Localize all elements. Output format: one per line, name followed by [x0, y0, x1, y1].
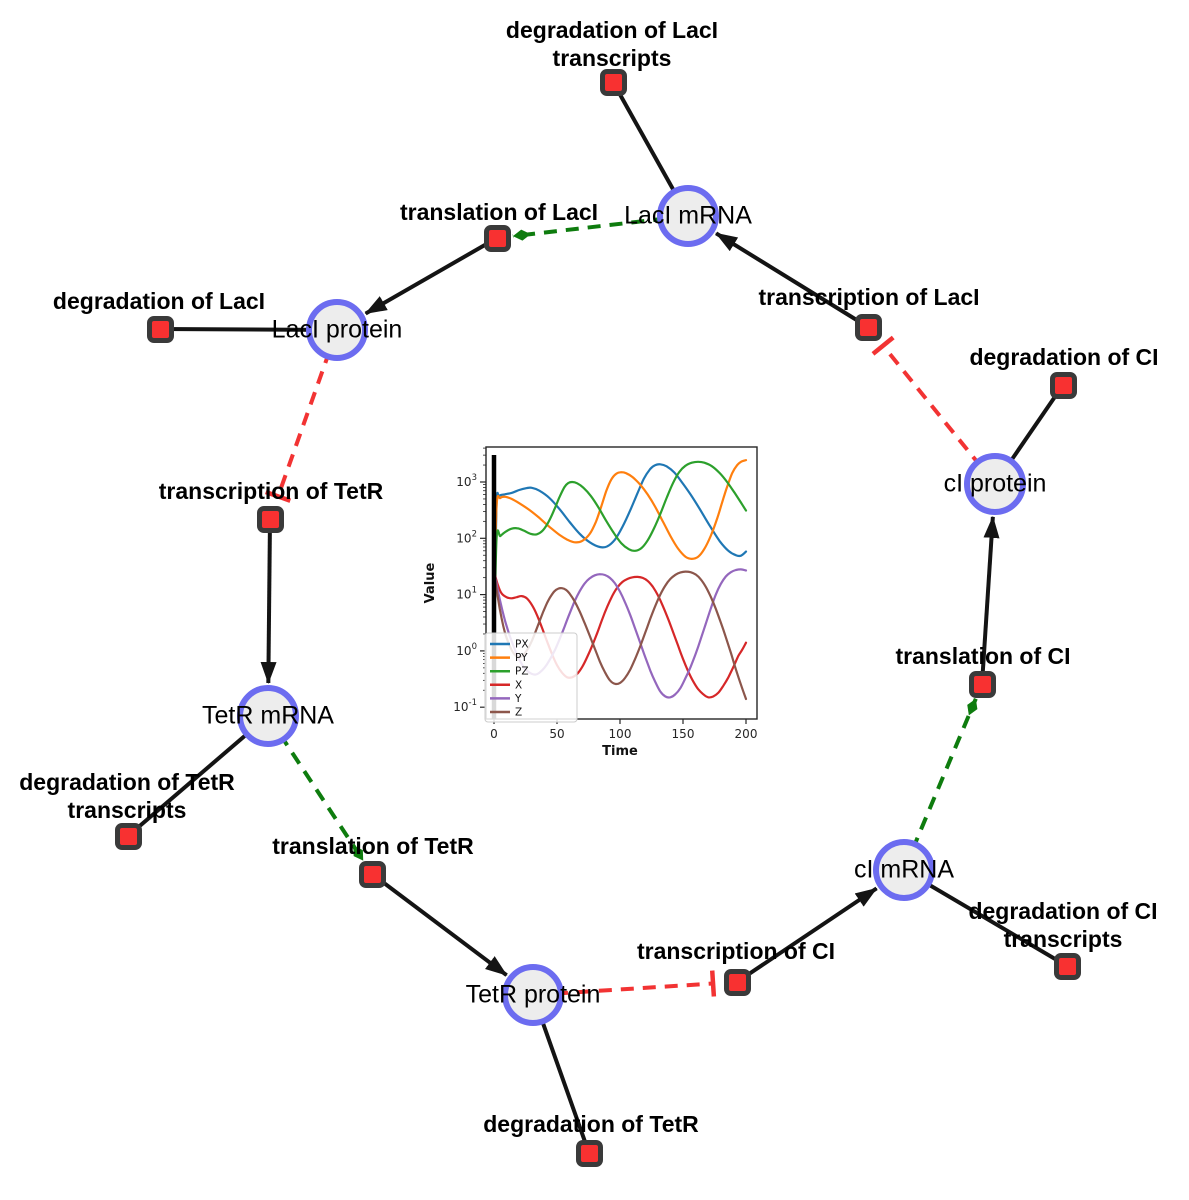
reaction-node-deg-lacI[interactable]: [146, 315, 174, 343]
legend-label-PZ: PZ: [515, 666, 529, 678]
reaction-node-deg-tetR-transcripts[interactable]: [114, 822, 142, 850]
series-X: [492, 570, 748, 699]
reaction-label-deg-cI-transcripts: degradation of CI transcripts: [968, 897, 1157, 953]
x-tick-label: 100: [609, 727, 632, 741]
reaction-label-deg-cI: degradation of CI: [969, 343, 1158, 371]
reaction-label-deg-tetR: degradation of TetR: [483, 1110, 699, 1138]
edge-transl-cI-to-cI-protein: [980, 515, 1000, 685]
reaction-label-line: degradation of LacI: [52, 288, 266, 314]
reaction-node-transl-lacI[interactable]: [483, 224, 511, 252]
species-node-cI-protein[interactable]: [964, 453, 1026, 515]
x-tick-label: 0: [490, 727, 498, 741]
x-axis-label: Time: [602, 744, 638, 759]
x-tick-label: 200: [735, 727, 758, 741]
legend-box: [484, 632, 578, 723]
reaction-label-deg-lacI-transcripts: degradation of LacI transcripts: [506, 16, 718, 72]
reaction-label-deg-lacI: degradation of LacI: [53, 287, 265, 315]
reaction-label-line: transcription of TetR: [158, 478, 384, 504]
series-PZ: [492, 460, 748, 652]
legend-label-Z: Z: [515, 707, 522, 719]
series-PY: [492, 459, 748, 613]
reaction-label-transl-cI: translation of CI: [895, 642, 1070, 670]
legend-label-PY: PY: [515, 652, 528, 664]
reaction-label-transl-tetR: translation of TetR: [272, 832, 473, 860]
reaction-label-line: degradation of CI: [969, 344, 1159, 370]
reaction-label-line: transcripts: [1003, 926, 1123, 952]
reaction-label-transl-lacI: translation of LacI: [400, 198, 598, 226]
reaction-label-line: degradation of CI: [968, 898, 1158, 924]
reaction-node-deg-cI-transcripts[interactable]: [1053, 952, 1081, 980]
reaction-node-transcr-cI[interactable]: [723, 968, 751, 996]
edge-transcr-cI-to-cI-mRNA: [735, 886, 878, 984]
reaction-label-transcr-cI: transcription of CI: [637, 937, 835, 965]
reaction-node-deg-lacI-transcripts[interactable]: [599, 68, 627, 96]
legend-label-Y: Y: [514, 693, 522, 705]
species-node-tetR-mRNA[interactable]: [237, 685, 299, 747]
reaction-node-transcr-lacI[interactable]: [854, 313, 882, 341]
x-tick-label: 50: [549, 727, 564, 741]
reaction-label-deg-tetR-transcripts: degradation of TetR transcripts: [19, 768, 235, 824]
edge-transcr-tetR-to-tetR-mRNA: [260, 518, 277, 685]
reaction-node-deg-tetR[interactable]: [575, 1139, 603, 1167]
species-node-cI-mRNA[interactable]: [873, 839, 935, 901]
reaction-label-line: transcripts: [552, 45, 672, 71]
species-node-tetR-protein[interactable]: [502, 964, 564, 1026]
edge-transcr-lacI-to-lacI-mRNA: [715, 231, 870, 329]
y-axis-label: Value: [423, 562, 438, 603]
reaction-label-transcr-lacI: transcription of LacI: [758, 283, 979, 311]
reaction-label-line: translation of CI: [895, 643, 1071, 669]
species-label-tetR-mRNA: TetR mRNA: [202, 701, 334, 730]
inhibition-tbar-transcr-tetR: [265, 489, 292, 503]
reaction-node-transl-cI[interactable]: [968, 670, 996, 698]
species-label-lacI-mRNA: LacI mRNA: [624, 201, 752, 230]
edge-deg-cI-transcripts-to-cI-mRNA: [902, 868, 1069, 968]
reaction-label-line: degradation of LacI: [505, 17, 719, 43]
species-label-cI-mRNA: cI mRNA: [854, 855, 954, 884]
inhibition-tbar-transcr-cI: [709, 970, 717, 997]
species-label-cI-protein: cI protein: [943, 469, 1047, 498]
series-PX: [492, 463, 748, 636]
reaction-node-deg-cI[interactable]: [1049, 371, 1077, 399]
reaction-node-transl-tetR[interactable]: [358, 860, 386, 888]
edge-transl-tetR-to-tetR-protein: [370, 872, 508, 977]
reaction-label-line: degradation of TetR: [19, 769, 235, 795]
reaction-label-line: transcription of LacI: [758, 284, 980, 310]
x-tick-label: 150: [672, 727, 695, 741]
species-label-lacI-protein: LacI protein: [271, 315, 403, 344]
reaction-label-line: degradation of TetR: [483, 1111, 699, 1137]
reaction-node-transcr-tetR[interactable]: [256, 505, 284, 533]
species-label-tetR-protein: TetR protein: [465, 980, 601, 1009]
species-node-lacI-mRNA[interactable]: [657, 185, 719, 247]
edge-transl-lacI-to-lacI-protein: [364, 236, 498, 316]
legend-label-X: X: [515, 679, 522, 691]
reaction-label-line: transcription of CI: [636, 938, 836, 964]
inhibition-tbar-transcr-lacI: [871, 335, 895, 356]
reaction-label-line: translation of TetR: [272, 833, 474, 859]
reaction-label-transcr-tetR: transcription of TetR: [159, 477, 383, 505]
reaction-label-line: transcripts: [67, 797, 187, 823]
legend-label-PX: PX: [515, 639, 529, 651]
species-node-lacI-protein[interactable]: [306, 299, 368, 361]
reaction-label-line: translation of LacI: [399, 199, 599, 225]
